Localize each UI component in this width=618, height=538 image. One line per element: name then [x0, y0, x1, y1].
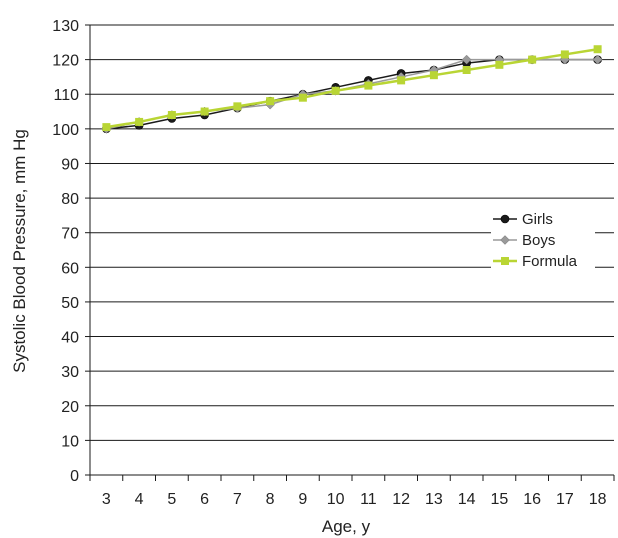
data-point-boys: [461, 54, 472, 65]
y-tick-label: 40: [61, 330, 79, 347]
x-tick-label: 18: [589, 491, 607, 508]
x-tick-label: 12: [392, 491, 410, 508]
data-point-formula: [593, 45, 602, 54]
x-tick-label: 5: [167, 491, 176, 508]
x-axis-title: Age, y: [322, 517, 371, 536]
y-tick-label: 50: [61, 295, 79, 312]
legend: Girls Boys Formula: [491, 207, 595, 270]
y-tick-label: 30: [61, 364, 79, 381]
x-tick-label: 15: [490, 491, 508, 508]
legend-label-formula: Formula: [522, 253, 578, 270]
data-point-formula: [135, 117, 144, 126]
y-axis-title: Systolic Blood Pressure, mm Hg: [10, 129, 29, 373]
y-tick-label: 120: [52, 53, 79, 70]
x-tick-label: 6: [200, 491, 209, 508]
x-axis-ticks: 3 4 5 6 7 8 9 10 11 12 13 14 15 16 17 18: [89, 475, 615, 508]
data-point-formula: [364, 81, 373, 90]
x-tick-label: 4: [135, 491, 144, 508]
data-point-formula: [167, 111, 176, 119]
x-tick-label: 17: [556, 491, 574, 508]
y-axis-ticks: 0 10 20 30 40 50 60 70 80 90 100 110 120 130: [52, 18, 90, 485]
data-point-formula: [331, 86, 340, 95]
legend-marker-girls: [500, 214, 510, 224]
legend-label-boys: Boys: [522, 232, 555, 249]
data-point-formula: [397, 76, 406, 85]
y-tick-label: 100: [52, 122, 79, 139]
data-point-formula: [102, 123, 111, 132]
data-point-formula: [495, 60, 504, 69]
y-tick-label: 60: [61, 260, 79, 277]
x-tick-label: 8: [266, 491, 275, 508]
legend-marker-boys: [500, 235, 510, 245]
y-tick-label: 110: [53, 87, 79, 104]
x-tick-label: 10: [327, 491, 345, 508]
y-tick-label: 130: [52, 18, 79, 35]
data-point-formula: [560, 50, 569, 59]
data-point-formula: [200, 107, 209, 116]
data-point-formula: [528, 55, 537, 64]
data-point-formula: [462, 66, 471, 74]
legend-marker-formula: [501, 257, 509, 265]
x-tick-label: 14: [458, 491, 476, 508]
y-tick-label: 10: [61, 433, 79, 450]
data-point-formula: [298, 93, 307, 102]
data-point-formula: [233, 102, 242, 111]
x-tick-label: 11: [360, 491, 377, 508]
y-tick-label: 90: [61, 156, 79, 173]
y-tick-label: 20: [61, 399, 79, 416]
x-tick-label: 13: [425, 491, 443, 508]
data-point-boys: [592, 54, 603, 65]
series-formula: [102, 45, 602, 132]
gridlines: [90, 24, 614, 441]
x-tick-label: 7: [233, 491, 242, 508]
y-tick-label: 0: [70, 468, 79, 485]
data-point-formula: [429, 71, 438, 80]
y-tick-label: 70: [61, 226, 79, 243]
data-point-formula: [266, 97, 275, 106]
y-tick-label: 80: [61, 191, 79, 208]
series-line-formula: [106, 47, 598, 129]
x-tick-label: 9: [298, 491, 307, 508]
legend-label-girls: Girls: [522, 211, 553, 228]
x-tick-label: 3: [102, 491, 111, 508]
x-tick-label: 16: [523, 491, 541, 508]
series-layer: [101, 45, 603, 134]
